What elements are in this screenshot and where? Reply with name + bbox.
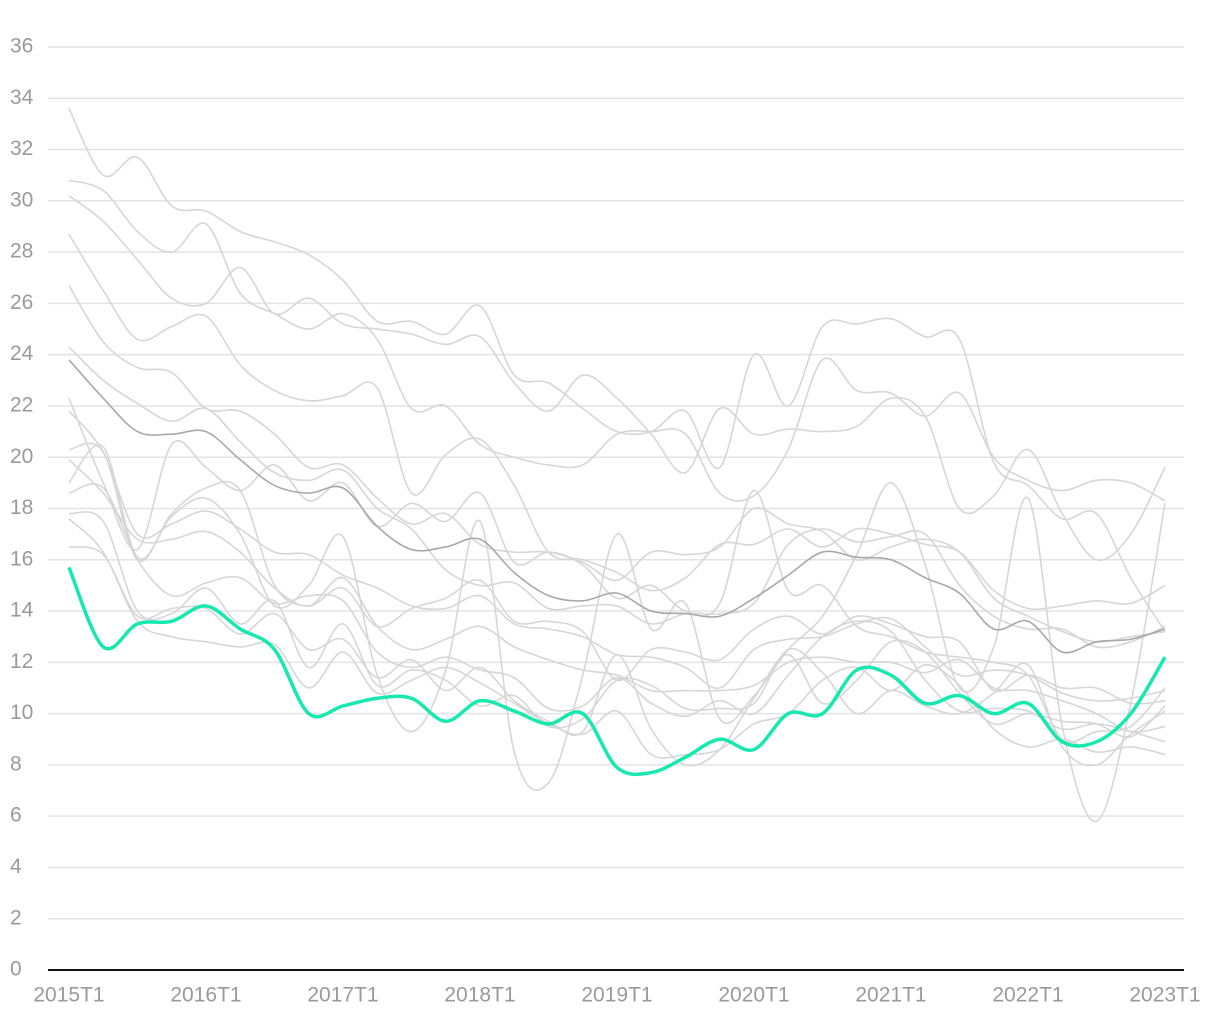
series-line [68,511,1166,767]
series-line [68,346,1166,649]
x-tick-label: 2016T1 [170,984,241,1007]
y-tick-label: 28 [10,240,33,263]
x-tick-label: 2023T1 [1129,984,1200,1007]
x-tick-label: 2019T1 [581,984,652,1007]
series-line [68,285,1166,643]
y-tick-label: 22 [10,393,33,416]
series-line [68,443,1166,823]
y-tick-label: 30 [10,188,33,211]
series-line [68,442,1166,705]
x-tick-label: 2017T1 [307,984,378,1007]
series-line [68,233,1166,611]
y-tick-label: 6 [10,804,22,827]
x-tick-label: 2018T1 [444,984,515,1007]
series-line [68,359,1166,654]
series-line [68,179,1166,502]
series-line [67,566,1167,777]
y-tick-label: 12 [10,650,33,673]
x-tick-label: 2021T1 [855,984,926,1007]
y-tick-label: 14 [10,599,34,622]
series-line [68,459,1166,733]
x-tick-label: 2015T1 [33,984,104,1007]
y-tick-label: 24 [10,342,34,365]
y-tick-label: 26 [10,291,33,314]
y-tick-label: 36 [10,35,33,58]
y-tick-label: 16 [10,547,33,570]
series-line [68,518,1166,759]
x-tick-label: 2020T1 [718,984,789,1007]
y-tick-label: 2 [10,906,22,929]
y-tick-label: 8 [10,752,22,775]
y-tick-label: 34 [10,86,34,109]
y-tick-label: 32 [10,137,33,160]
series-line [68,108,1166,632]
y-tick-label: 0 [10,958,22,981]
y-tick-label: 10 [10,701,33,724]
y-tick-label: 20 [10,445,33,468]
series-line [68,195,1166,562]
x-tick-label: 2022T1 [992,984,1063,1007]
y-tick-label: 18 [10,496,33,519]
series-line [68,546,1166,767]
y-tick-label: 4 [10,855,22,878]
